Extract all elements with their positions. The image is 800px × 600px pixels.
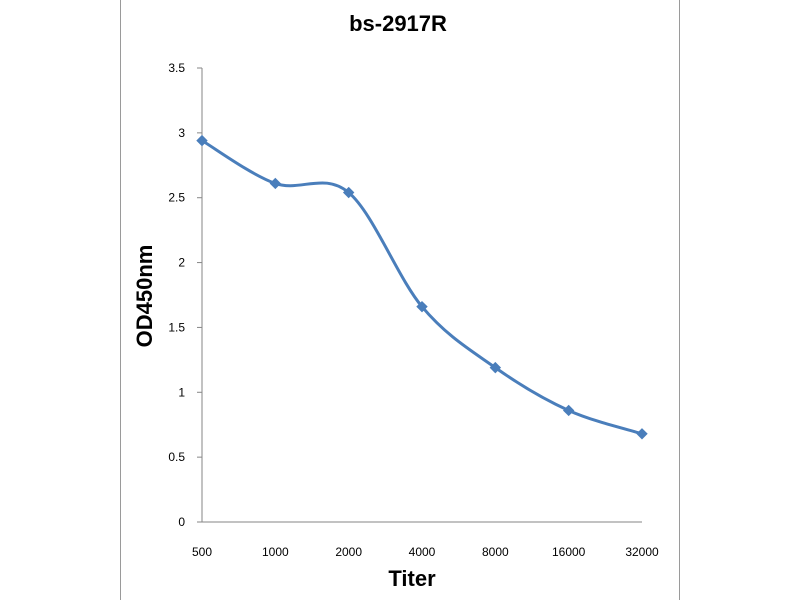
chart-title: bs-2917R	[349, 11, 447, 36]
y-tick-label: 2	[178, 256, 185, 270]
x-tick-label: 8000	[482, 545, 509, 559]
axes	[201, 68, 642, 523]
data-point-marker	[342, 186, 355, 199]
x-tick-label: 1000	[262, 545, 289, 559]
y-tick-label: 0.5	[168, 450, 185, 464]
chart-frame	[120, 0, 680, 600]
data-point-marker	[636, 428, 648, 440]
y-tick-labels: 0 0.5 1 1.5 2 2.5 3 3.5	[168, 61, 202, 529]
data-point-marker	[416, 300, 428, 313]
series-line	[201, 139, 643, 436]
y-tick-label: 1	[178, 385, 185, 399]
y-tick-label: 3.5	[168, 61, 185, 75]
x-tick-label: 16000	[552, 545, 586, 559]
x-tick-label: 500	[192, 545, 212, 559]
data-point-marker	[269, 177, 282, 190]
data-point-marker	[196, 134, 208, 147]
x-tick-label: 32000	[625, 545, 659, 559]
x-axis-title: Titer	[388, 566, 436, 591]
data-point-marker	[489, 361, 502, 374]
x-tick-label: 4000	[409, 545, 436, 559]
x-tick-label: 2000	[335, 545, 362, 559]
y-tick-label: 2.5	[168, 191, 185, 205]
y-axis-title: OD450nm	[132, 245, 157, 348]
y-tick-label: 0	[178, 515, 185, 529]
y-tick-label: 3	[178, 126, 185, 140]
y-tick-label: 1.5	[168, 320, 185, 334]
series-group	[196, 134, 648, 440]
x-tick-labels: 500 1000 2000 4000 8000 16000 32000	[192, 545, 659, 559]
data-point-marker	[562, 404, 575, 417]
